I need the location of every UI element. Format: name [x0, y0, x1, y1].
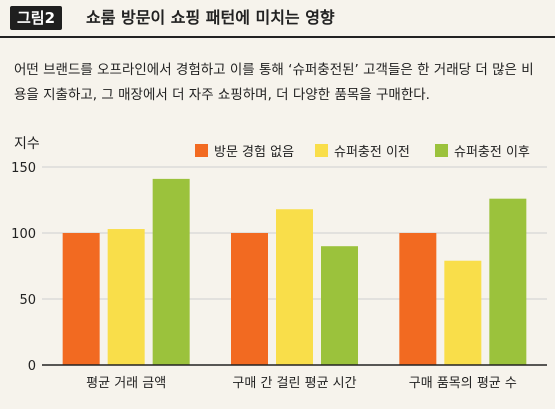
bar — [231, 233, 268, 365]
figure-description: 어떤 브랜드를 오프라인에서 경험하고 이를 통해 ‘슈퍼충전된’ 고객들은 한… — [14, 62, 534, 103]
legend-label: 방문 경험 없음 — [214, 145, 294, 160]
axis-layer: 0 50 100 150 평균 거래 금액 구매 간 걸린 평균 시간 구매 품목의 평균 … — [11, 161, 547, 391]
legend-swatch — [195, 144, 208, 157]
bar — [321, 246, 358, 365]
y-axis-label: 지수 — [14, 136, 40, 152]
bar — [107, 229, 145, 365]
legend-swatch — [315, 144, 328, 157]
legend: 방문 경험 없음 슈퍼충전 이전 슈퍼충전 이후 — [195, 144, 530, 160]
x-tick-label: 구매 품목의 평균 수 — [409, 376, 517, 391]
y-tick-label: 100 — [11, 227, 36, 242]
bars-layer — [62, 178, 527, 365]
y-tick-label: 150 — [11, 161, 36, 176]
figure-title: 쇼룸 방문이 쇼핑 패턴에 미치는 영향 — [86, 8, 335, 27]
bar — [489, 198, 527, 365]
figure-label: 그림2 — [10, 6, 63, 30]
legend-swatch — [435, 144, 448, 157]
x-tick-label: 평균 거래 금액 — [86, 376, 166, 391]
legend-label: 슈퍼충전 이전 — [334, 145, 410, 160]
bar — [152, 178, 190, 365]
y-tick-label: 50 — [19, 293, 36, 308]
legend-label: 슈퍼충전 이후 — [454, 145, 530, 160]
figure-header: 그림2 쇼룸 방문이 쇼핑 패턴에 미치는 영향 — [0, 0, 555, 38]
bar — [62, 233, 100, 365]
bar — [444, 260, 482, 365]
bar — [399, 233, 437, 365]
x-tick-label: 구매 간 걸린 평균 시간 — [232, 376, 356, 391]
bar — [276, 209, 313, 365]
y-tick-label: 0 — [28, 359, 36, 374]
